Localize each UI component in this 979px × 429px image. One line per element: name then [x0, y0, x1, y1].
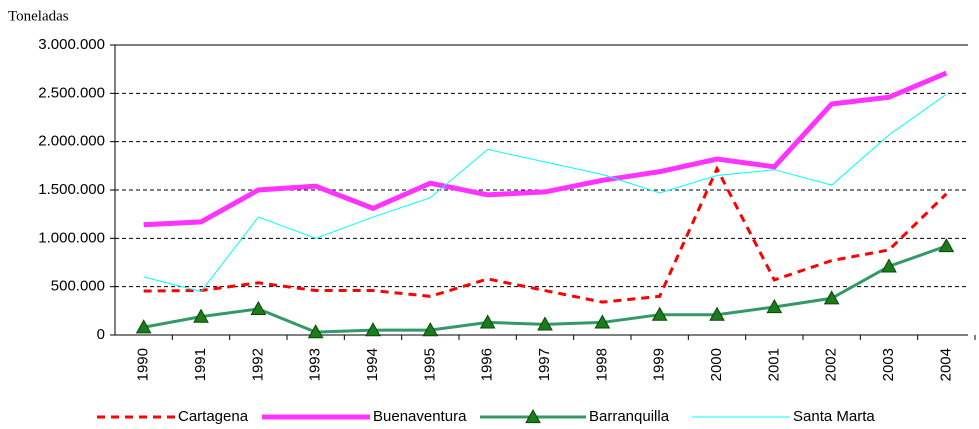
x-tick-label: 2002 [823, 348, 840, 381]
y-tick-label: 1.500.000 [38, 181, 105, 198]
marker [135, 319, 152, 334]
x-tick-label: 1993 [307, 348, 324, 381]
y-tick-label: 2.000.000 [38, 133, 105, 150]
marker [651, 306, 668, 321]
y-tick-label: 500.000 [51, 278, 105, 295]
x-tick-label: 2000 [708, 348, 725, 381]
marker [479, 314, 496, 329]
y-tick-label: 3.000.000 [38, 36, 105, 53]
y-axis-label: Toneladas [8, 8, 69, 24]
x-tick-label: 2004 [937, 348, 954, 381]
x-tick-label: 2003 [880, 348, 897, 381]
x-tick-label: 1995 [421, 348, 438, 381]
legend-label: Buenaventura [373, 408, 467, 425]
x-tick-label: 1990 [135, 348, 152, 381]
marker [594, 314, 611, 329]
marker [766, 298, 783, 314]
marker [881, 258, 897, 273]
legend-label: Santa Marta [793, 408, 875, 425]
legend-label: Barranquilla [589, 408, 670, 425]
x-tick-label: 1998 [593, 348, 610, 381]
legend-label: Cartagena [178, 408, 249, 425]
y-tick-label: 1.000.000 [38, 229, 105, 246]
x-tick-label: 1992 [249, 348, 266, 381]
marker [537, 316, 553, 331]
series-line [143, 165, 948, 304]
marker [709, 306, 725, 321]
marker [938, 238, 955, 253]
x-tick-label: 1997 [536, 348, 553, 381]
series-line [143, 93, 947, 293]
marker [250, 300, 267, 315]
x-tick-label: 1996 [479, 348, 496, 381]
series-line [143, 70, 948, 228]
x-tick-label: 1991 [192, 348, 209, 381]
marker [422, 322, 439, 337]
y-tick-label: 0 [97, 326, 105, 343]
legend-marker [525, 408, 541, 424]
x-tick-label: 1994 [364, 348, 381, 381]
marker [193, 308, 209, 323]
x-tick-label: 1999 [651, 348, 668, 381]
marker [307, 324, 324, 339]
marker [823, 290, 840, 305]
marker [365, 322, 381, 337]
x-tick-label: 2001 [765, 348, 782, 381]
y-tick-label: 2.500.000 [38, 84, 105, 101]
